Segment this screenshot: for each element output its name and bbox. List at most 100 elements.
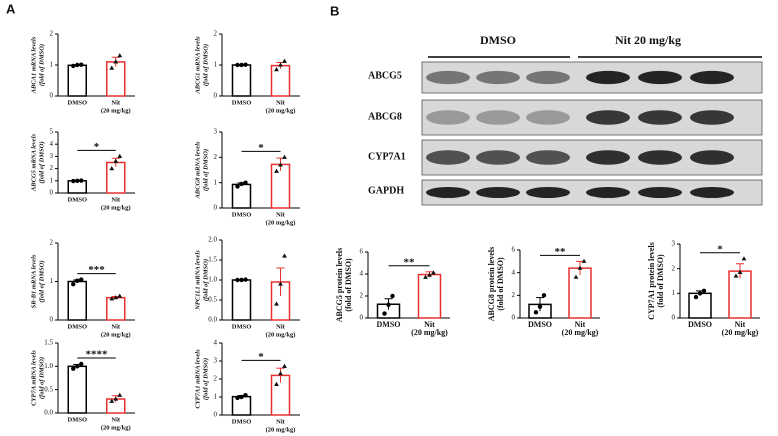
data-point — [239, 181, 244, 187]
data-point — [239, 277, 244, 283]
x-tick-label: Nit — [735, 320, 746, 329]
y-axis-label: (fold of DMSO) — [202, 358, 209, 400]
data-point — [390, 293, 395, 299]
data-point — [274, 381, 279, 386]
bar — [270, 163, 291, 209]
bar — [67, 365, 87, 414]
data-point — [431, 270, 436, 275]
y-tick-label: 0 — [360, 314, 364, 322]
y-tick-label: 0 — [50, 189, 54, 197]
bar — [231, 279, 252, 321]
y-tick-label: 3 — [50, 152, 54, 160]
x-tick-label: Nit — [276, 99, 286, 106]
x-tick-label: DMSO — [528, 320, 552, 329]
blot-band — [690, 70, 734, 85]
y-tick-label: 0 — [214, 92, 218, 100]
data-point — [75, 62, 80, 68]
y-axis-label: (fold of DMSO) — [496, 257, 505, 311]
y-tick-label: 0.5 — [44, 385, 53, 393]
y-tick-label: 0.5 — [208, 296, 217, 304]
data-point — [113, 158, 119, 163]
y-tick-label: 1.0 — [44, 362, 53, 370]
blot-band — [586, 70, 630, 85]
blot-row-label: CYP7A1 — [368, 151, 406, 162]
x-tick-label: Nit — [111, 196, 121, 203]
blot-row-label: ABCG8 — [368, 111, 402, 122]
data-point — [113, 59, 119, 64]
y-tick-label: 4 — [50, 140, 54, 148]
data-point — [737, 269, 743, 274]
y-axis-label: ABCG8 mRNA levels — [194, 141, 201, 200]
bar — [106, 161, 126, 194]
significance: *** — [88, 264, 105, 276]
data-point — [75, 278, 80, 283]
data-point — [109, 166, 115, 171]
blot-band — [638, 70, 682, 85]
x-tick-label: Nit — [276, 323, 286, 330]
blot-band — [426, 187, 470, 198]
data-point — [274, 67, 279, 72]
y-axis-label: CYP7A mRNA levels — [30, 350, 37, 406]
x-tick-label: Nit — [111, 323, 121, 330]
x-tick-sublabel: (20 mg/kg) — [266, 426, 296, 433]
x-tick-sublabel: (20 mg/kg) — [266, 331, 296, 338]
data-point — [382, 311, 387, 316]
data-point — [109, 398, 115, 403]
data-point — [243, 62, 248, 67]
x-tick-sublabel: (20 mg/kg) — [101, 204, 131, 211]
bar — [231, 395, 252, 416]
data-point — [109, 296, 115, 301]
y-tick-label: 4 — [512, 268, 516, 276]
x-tick-sublabel: (20 mg/kg) — [101, 107, 131, 114]
x-tick-sublabel: (20 mg/kg) — [411, 328, 448, 337]
y-tick-label: 6 — [360, 248, 364, 256]
significance: * — [258, 351, 264, 363]
blot-band — [638, 110, 682, 125]
data-point — [235, 277, 240, 283]
data-point — [71, 63, 76, 69]
data-point — [79, 62, 84, 67]
y-tick-label: 2 — [50, 30, 54, 38]
significance: * — [94, 141, 100, 153]
y-axis-label: (fold of DMSO) — [38, 44, 45, 86]
significance: ** — [404, 256, 416, 268]
data-point — [71, 281, 76, 287]
blot-band — [426, 150, 470, 165]
y-tick-label: 1 — [214, 178, 218, 186]
y-axis-label: (fold of DMSO) — [38, 357, 45, 399]
data-point — [239, 394, 244, 400]
x-tick-sublabel: (20 mg/kg) — [562, 328, 599, 337]
x-tick-label: DMSO — [68, 323, 88, 330]
y-tick-label: 2 — [214, 153, 218, 161]
bar — [67, 64, 87, 97]
data-point — [741, 256, 747, 261]
x-tick-label: DMSO — [68, 99, 88, 106]
blot-group: DMSO — [480, 33, 516, 47]
significance: * — [258, 142, 264, 154]
data-point — [278, 371, 283, 376]
bar — [67, 280, 87, 321]
data-point — [427, 272, 432, 277]
data-point — [573, 274, 579, 279]
data-point — [117, 153, 123, 158]
x-tick-label: DMSO — [688, 320, 712, 329]
y-tick-label: 0 — [214, 411, 218, 419]
y-tick-label: 0.0 — [44, 409, 53, 417]
data-point — [274, 168, 279, 173]
bar — [270, 64, 291, 97]
y-tick-label: 1 — [50, 61, 54, 69]
data-point — [71, 178, 76, 184]
y-tick-label: 0 — [512, 314, 516, 322]
data-point — [117, 392, 123, 397]
bar — [106, 61, 126, 97]
y-axis-label: (fold of DMSO) — [38, 141, 45, 183]
x-tick-label: DMSO — [232, 99, 252, 106]
y-axis-label: (fold of DMSO) — [202, 259, 209, 301]
significance: * — [717, 243, 723, 255]
y-axis-label: ABCG5 protein levels — [335, 248, 344, 323]
blot-band — [638, 150, 682, 165]
data-point — [117, 293, 123, 298]
data-point — [75, 364, 80, 369]
data-point — [733, 273, 739, 278]
y-tick-label: 2 — [672, 264, 676, 272]
